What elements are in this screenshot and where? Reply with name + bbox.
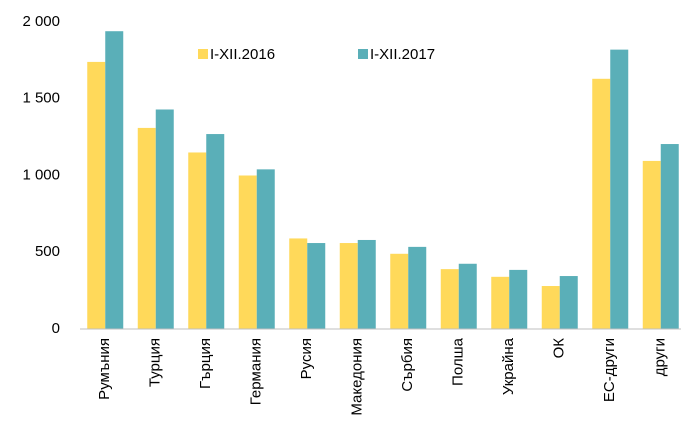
x-tick-label: Гърция — [197, 338, 214, 389]
bar — [357, 239, 376, 329]
x-tick-label: Украйна — [500, 337, 517, 395]
bar — [256, 169, 275, 329]
x-tick-label: други — [652, 338, 669, 376]
bar — [660, 144, 679, 329]
x-tick-label: Германия — [248, 338, 265, 405]
bar — [188, 152, 207, 329]
x-tick-label: ОК — [551, 338, 568, 359]
bar — [390, 253, 409, 329]
bar — [440, 269, 459, 329]
legend-swatch — [358, 49, 368, 59]
bar — [610, 49, 629, 329]
y-tick-label: 1 000 — [22, 166, 60, 183]
bar — [541, 286, 560, 329]
bar — [408, 246, 427, 329]
bar — [137, 127, 156, 329]
bar — [289, 238, 308, 329]
x-tick-label: Турция — [147, 338, 164, 387]
bar — [339, 243, 358, 329]
y-tick-label: 0 — [52, 320, 60, 337]
bar — [458, 263, 477, 329]
bar — [87, 61, 106, 329]
x-tick-label: Македония — [349, 338, 366, 416]
x-tick-label: ЕС-други — [601, 338, 618, 402]
bar — [155, 109, 174, 330]
y-tick-label: 1 500 — [22, 90, 60, 107]
legend-swatch — [198, 49, 208, 59]
legend-label: I-XII.2017 — [370, 46, 435, 63]
legend-label: I-XII.2016 — [210, 46, 275, 63]
bar — [206, 134, 225, 329]
x-tick-label: Полша — [450, 337, 467, 386]
bar — [559, 276, 578, 329]
y-tick-label: 500 — [35, 243, 60, 260]
bar — [105, 31, 124, 330]
x-tick-label: Румъния — [96, 338, 113, 400]
bar — [592, 78, 611, 329]
bar — [509, 269, 528, 329]
x-tick-label: Сърбия — [399, 338, 416, 392]
y-tick-label: 2 000 — [22, 13, 60, 30]
x-tick-label: Русия — [298, 338, 315, 379]
bar — [307, 243, 326, 329]
bar — [491, 276, 510, 329]
bar — [642, 160, 661, 329]
bar — [238, 175, 257, 329]
